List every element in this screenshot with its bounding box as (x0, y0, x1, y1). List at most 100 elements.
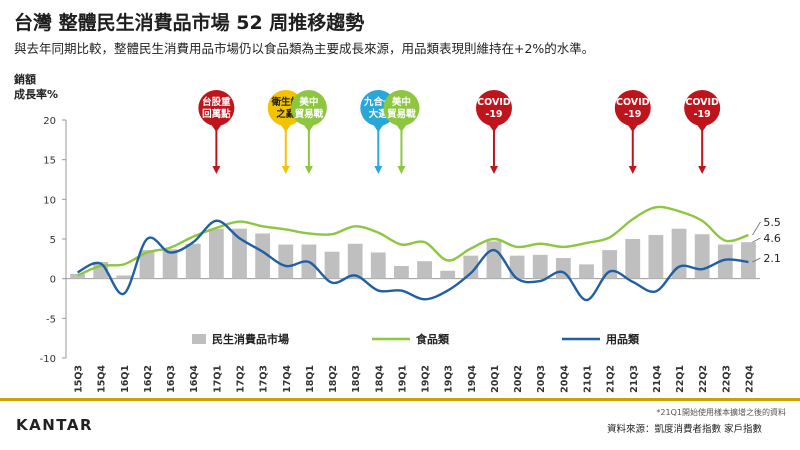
event-pin-head (684, 90, 721, 126)
x-tick-label: 19Q3 (444, 365, 455, 393)
event-label: -19 (694, 109, 711, 120)
bar-18Q2 (324, 251, 340, 279)
y-tick-label: 10 (43, 195, 56, 206)
end-label: 2.1 (763, 252, 781, 265)
bar-20Q3 (532, 254, 548, 279)
event-label: -19 (624, 109, 641, 120)
y-tick-label: -5 (46, 314, 56, 325)
bar-15Q3 (70, 273, 85, 279)
y-tick-label: 15 (43, 156, 56, 167)
end-label-leader (752, 237, 761, 243)
x-tick-label: 17Q4 (282, 365, 293, 393)
event-pin-head (198, 90, 235, 126)
x-tick-label: 22Q3 (721, 365, 732, 393)
x-tick-label: 16Q4 (189, 365, 200, 393)
data-source: 資料來源：凱度消費者指數 家戶指數 (606, 424, 762, 435)
x-tick-label: 15Q4 (97, 365, 108, 393)
y-tick-label: 20 (43, 116, 56, 127)
x-tick-label: 16Q3 (166, 365, 177, 393)
event-pin-tip (278, 122, 293, 132)
event-label: 之亂 (276, 108, 296, 120)
event-pin-arrow (628, 166, 637, 174)
page-title: 台灣 整體民生消費品市場 52 周推移趨勢 (14, 12, 365, 34)
footnote: *21Q1開始使用樣本擴增之後的資料 (656, 408, 786, 417)
bar-21Q4 (648, 235, 664, 279)
x-tick-label: 18Q3 (351, 365, 362, 393)
event-pin-head (475, 90, 512, 126)
bar-16Q3 (162, 249, 178, 279)
event-pin-tip (695, 122, 710, 132)
x-tick-label: 20Q4 (559, 365, 570, 393)
event-pin-arrow (489, 166, 498, 174)
bar-19Q1 (394, 265, 409, 279)
event-pin-tip (371, 122, 386, 132)
x-tick-label: 22Q2 (698, 365, 709, 393)
bar-16Q1 (116, 275, 132, 279)
bar-21Q1 (579, 264, 594, 279)
event-label: COVID (477, 97, 511, 108)
event-pin-tip (209, 122, 224, 132)
x-tick-label: 18Q1 (305, 365, 316, 393)
x-tick-label: 17Q2 (236, 365, 247, 393)
event-label: -19 (485, 109, 502, 120)
y-tick-label: 0 (50, 275, 56, 286)
x-tick-label: 20Q1 (490, 365, 501, 393)
x-tick-label: 21Q4 (652, 365, 663, 393)
event-pin-arrow (281, 166, 290, 174)
x-tick-label: 20Q3 (536, 365, 547, 393)
x-tick-label: 17Q3 (259, 365, 270, 393)
y-axis-label: 成長率% (14, 87, 58, 101)
footer-divider (0, 398, 800, 401)
bar-16Q4 (185, 243, 201, 279)
x-tick-label: 22Q1 (675, 365, 686, 393)
bar-20Q4 (555, 258, 571, 279)
event-pin-head (614, 90, 651, 126)
bar-22Q3 (717, 244, 733, 279)
event-pin-arrow (397, 166, 406, 174)
event-pin-arrow (212, 166, 221, 174)
event-label: 台股重 (202, 96, 231, 108)
legend-bar-label: 民生消費品市場 (212, 332, 289, 346)
y-axis-label: 銷額 (14, 72, 36, 86)
x-tick-label: 21Q1 (583, 365, 594, 393)
event-pin-arrow (374, 166, 383, 174)
bar-21Q2 (602, 250, 618, 279)
kantar-logo: KANTAR (16, 416, 94, 434)
event-pin-tip (394, 122, 409, 132)
x-tick-label: 16Q1 (120, 365, 131, 393)
line-goods (77, 219, 749, 302)
bar-17Q1 (208, 228, 224, 279)
end-label-leader (752, 221, 761, 236)
line-food (77, 205, 749, 277)
event-pin-arrow (304, 166, 313, 174)
x-tick-label: 22Q4 (744, 365, 755, 393)
x-tick-label: 20Q2 (513, 365, 524, 393)
y-tick-label: -10 (40, 354, 56, 365)
legend-food-label: 食品類 (416, 332, 450, 346)
x-tick-label: 18Q2 (328, 365, 339, 393)
event-pin-head (383, 90, 420, 126)
x-tick-label: 16Q2 (143, 365, 154, 393)
event-label: 大選 (369, 108, 389, 120)
legend-goods-label: 用品類 (606, 332, 640, 346)
bar-16Q2 (139, 250, 155, 279)
event-pin-tip (301, 122, 316, 132)
event-pin-arrow (698, 166, 707, 174)
bar-18Q4 (370, 252, 386, 279)
event-label: 貿易戰 (295, 108, 324, 120)
x-tick-label: 15Q3 (74, 365, 85, 393)
x-tick-label: 19Q2 (421, 365, 432, 393)
event-pin-tip (486, 122, 501, 132)
bar-19Q3 (440, 270, 456, 279)
event-label: 回萬點 (202, 108, 231, 120)
x-tick-label: 19Q1 (397, 365, 408, 393)
end-label: 5.5 (763, 216, 781, 229)
bar-22Q4 (741, 242, 756, 279)
x-tick-label: 21Q3 (629, 365, 640, 393)
event-pin-tip (625, 122, 640, 132)
bar-17Q2 (232, 228, 247, 279)
event-label: 美中 (391, 96, 411, 108)
event-label: 貿易戰 (387, 108, 416, 120)
x-tick-label: 21Q2 (606, 365, 617, 393)
